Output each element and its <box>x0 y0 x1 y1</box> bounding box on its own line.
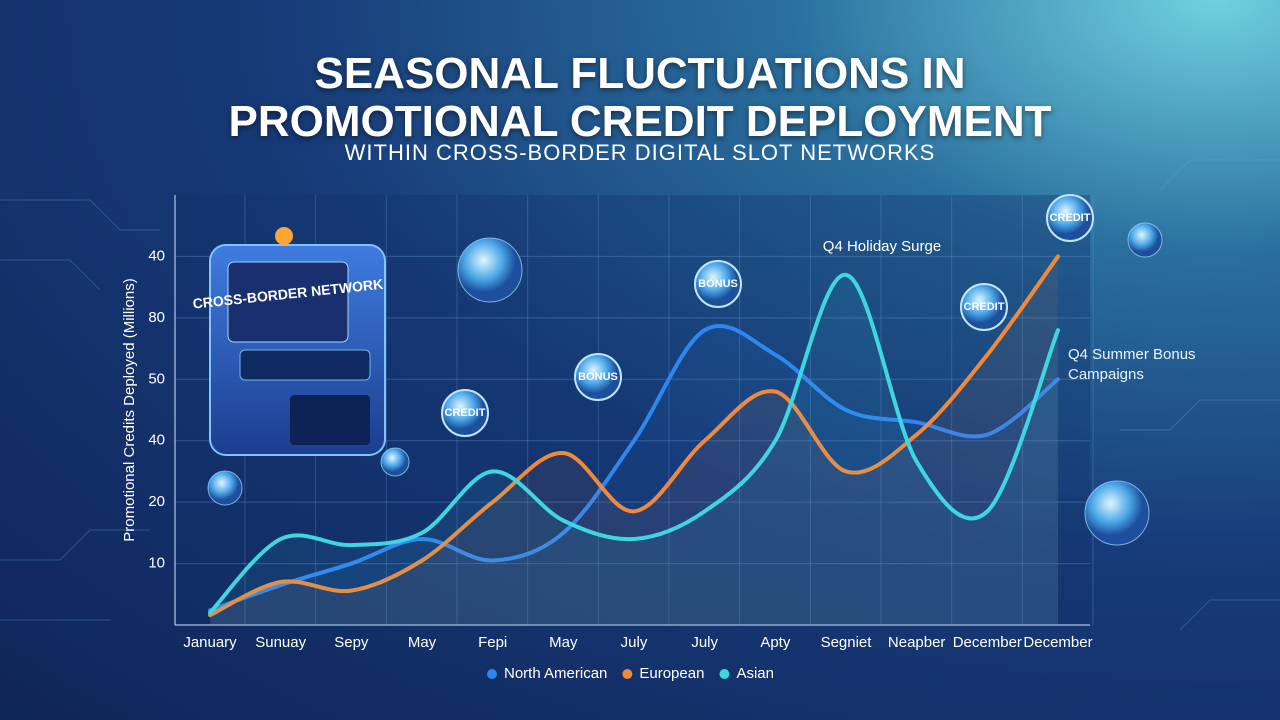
badge <box>960 283 1008 331</box>
chart-subtitle: WITHIN CROSS-BORDER DIGITAL SLOT NETWORK… <box>344 140 936 165</box>
y-tick-label: 10 <box>148 555 165 572</box>
x-tick-label: Sunuay <box>255 634 306 651</box>
badge-label: BONUS <box>578 371 618 383</box>
series-line <box>208 272 1060 615</box>
legend-marker <box>622 669 633 679</box>
badge-label: CREDIT <box>1050 212 1091 224</box>
legend-marker <box>487 669 497 679</box>
badge <box>441 389 489 437</box>
circuit-decor <box>0 159 1280 631</box>
x-tick-label: July <box>621 634 648 651</box>
legend-label: Asian <box>736 665 774 682</box>
globe <box>380 447 410 477</box>
globe <box>457 237 523 303</box>
series-line <box>208 323 1060 613</box>
series-area <box>210 256 1058 625</box>
x-tick-label: July <box>691 634 718 651</box>
legend-marker <box>719 669 730 679</box>
series-area <box>210 274 1058 625</box>
globe <box>1084 480 1150 546</box>
x-tick-label: Apty <box>760 634 791 651</box>
x-tick-label: December <box>1023 634 1092 651</box>
series-area <box>210 325 1058 625</box>
x-tick-label: December <box>953 634 1022 651</box>
chart-title: SEASONAL FLUCTUATIONS IN PROMOTIONAL CRE… <box>228 49 1052 147</box>
x-tick-label: May <box>549 634 578 651</box>
badge-label: CREDIT <box>445 407 486 419</box>
x-tick-label: Fepi <box>478 634 507 651</box>
legend-label: North American <box>504 665 607 682</box>
badge <box>694 260 742 308</box>
annotation: Q4 Summer Bonus Campaigns <box>1068 346 1196 383</box>
badge <box>574 353 622 401</box>
x-tick-label: Neapber <box>888 634 946 651</box>
badge <box>1046 194 1094 242</box>
globe <box>207 470 243 506</box>
globe <box>1127 222 1163 258</box>
annotation: Q4 Holiday Surge <box>823 238 941 255</box>
legend-label: European <box>639 665 704 682</box>
x-tick-label: Segniet <box>821 634 873 651</box>
x-tick-label: Sepy <box>334 634 369 651</box>
y-tick-label: 40 <box>148 247 165 264</box>
series-line <box>208 254 1060 618</box>
badge-label: CREDIT <box>964 301 1005 313</box>
y-tick-label: 50 <box>148 370 165 387</box>
y-tick-label: 20 <box>148 493 165 510</box>
badge-label: BONUS <box>698 278 738 290</box>
y-tick-label: 80 <box>148 309 165 326</box>
y-tick-label: 40 <box>148 432 165 449</box>
x-tick-label: January <box>183 634 237 651</box>
y-axis-label: Promotional Credits Deployed (Millions) <box>121 278 138 541</box>
slot-machine: CROSS-BORDER NETWORK <box>192 227 386 456</box>
x-tick-label: May <box>408 634 437 651</box>
